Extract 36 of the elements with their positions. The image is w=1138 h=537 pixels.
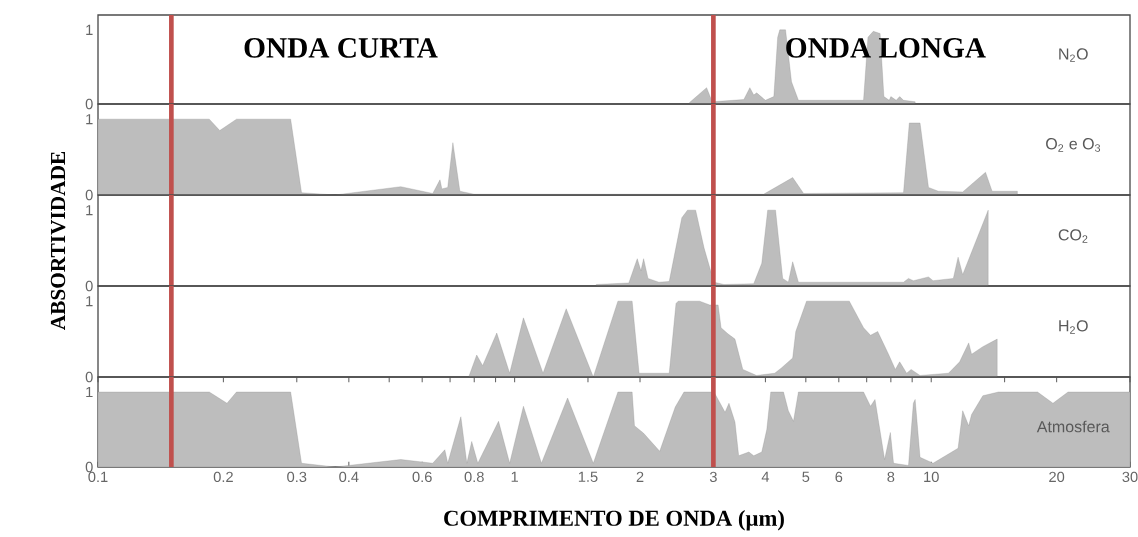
y-tick-label: 0 [85,371,93,383]
x-tick-label: 0.1 [88,471,108,483]
x-tick-label: 20 [1049,471,1065,483]
x-tick-label: 8 [887,471,895,483]
y-tick-label: 0 [85,189,93,201]
text: O$_{2}$ e O$_{3}$ [1046,138,1101,152]
x-tick-label: 5 [802,471,810,482]
x-tick-label: 0.8 [464,471,484,483]
x-tick-label: 0.4 [339,471,359,483]
y-tick-label: 1 [86,114,93,125]
x-tick-label: 0.3 [287,471,307,483]
x-tick-label: 3 [709,471,717,483]
annotation: ONDA CURTA [244,38,438,58]
y-tick-label: 0 [85,98,93,110]
x-tick-label: 1 [511,471,518,482]
annotation: ONDA LONGA [786,38,986,58]
x-tick-label: 30 [1122,471,1138,483]
y-axis-title: ABSORTIVIDADE [50,151,66,331]
x-tick-label: 0.6 [412,471,432,483]
x-tick-label: 4 [761,471,770,482]
x-tick-label: 1.5 [578,471,598,482]
y-tick-label: 0 [85,280,93,292]
y-tick-label: 0 [85,461,93,473]
x-tick-label: 6 [835,471,843,483]
y-tick-label: 1 [86,205,93,216]
text: N$_{2}$O [1059,48,1088,62]
x-tick-label: 10 [924,471,939,483]
y-tick-label: 1 [86,296,93,307]
y-tick-label: 1 [86,24,93,35]
text: CO$_{2}$ [1058,229,1088,243]
text: H$_{2}$O [1059,320,1088,334]
x-axis-title: COMPRIMENTO DE ONDA (µm) [444,509,784,531]
y-tick-label: 1 [86,386,93,398]
x-tick-label: 0.2 [213,471,233,483]
x-tick-label: 2 [636,471,644,482]
series-label: Atmosfera [1036,420,1110,433]
